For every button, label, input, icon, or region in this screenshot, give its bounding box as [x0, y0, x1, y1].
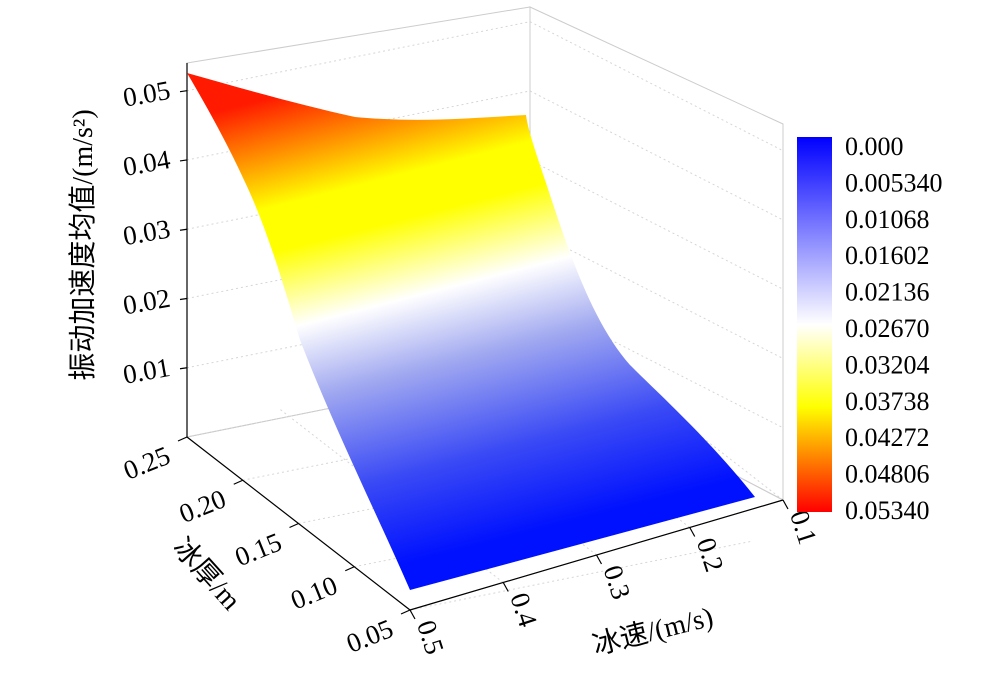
colorbar-label: 0.03204	[845, 350, 930, 379]
colorbar-ramp	[797, 137, 832, 512]
colorbar-label: 0.05340	[845, 496, 930, 525]
thickness-tick	[400, 609, 411, 615]
thickness-tick	[289, 522, 299, 529]
colorbar-label: 0.02670	[845, 314, 930, 343]
colorbar-label: 0.005340	[845, 168, 943, 197]
z-grid-left	[186, 21, 531, 92]
thickness-tick	[177, 436, 188, 442]
z-tick	[179, 228, 188, 231]
z-tick	[179, 159, 188, 162]
ice-speed-axis-title: 冰速/(m/s)	[589, 601, 716, 662]
thickness-tick	[233, 479, 243, 485]
thickness-tick-label: 0.20	[175, 483, 230, 529]
colorbar-label: 0.04806	[845, 460, 930, 489]
z-tick-label: 0.03	[121, 213, 173, 251]
z-grid-right	[529, 21, 784, 152]
thickness-tick-label: 0.25	[119, 440, 174, 486]
speed-tick	[689, 527, 696, 537]
z-grid-right	[529, 229, 784, 359]
colorbar-label: 0.03738	[845, 387, 930, 416]
colorbar-label: 0.02136	[845, 278, 930, 307]
z-grid-right	[529, 298, 784, 429]
speed-tick	[409, 609, 416, 620]
speed-tick	[595, 554, 603, 565]
z-axis-title: 振动加速度均值/(m/s²)	[67, 109, 99, 380]
colorbar-label: 0.000	[845, 132, 904, 161]
thickness-grid	[409, 540, 754, 611]
speed-tick	[782, 499, 789, 510]
colorbar-label: 0.01068	[845, 205, 930, 234]
thickness-tick-label: 0.10	[286, 570, 341, 616]
ice-thickness-axis: 0.050.100.150.200.25	[119, 436, 411, 659]
z-tick	[179, 297, 188, 301]
z-tick-label: 0.02	[121, 283, 173, 321]
z-grid-left	[186, 90, 531, 161]
surface-plot	[187, 73, 755, 590]
z-grid-right	[529, 159, 784, 290]
z-tick-label: 0.04	[121, 144, 173, 182]
speed-tick-label: 0.4	[504, 589, 543, 631]
thickness-tick	[345, 566, 355, 572]
thickness-tick-label: 0.05	[342, 613, 397, 659]
speed-tick-label: 0.1	[784, 507, 823, 548]
speed-tick-label: 0.5	[411, 617, 450, 658]
speed-tick-label: 0.3	[598, 562, 637, 603]
z-grid-right	[529, 90, 784, 221]
speed-tick-label: 0.2	[691, 534, 730, 575]
z-tick	[179, 90, 188, 93]
colorbar: 0.000 0.005340 0.01068 0.01602 0.02136 0.0267…	[797, 132, 943, 525]
z-tick-label: 0.01	[121, 352, 173, 390]
z-tick	[179, 367, 188, 370]
z-tick-label: 0.05	[121, 75, 173, 113]
colorbar-label: 0.01602	[845, 241, 930, 270]
z-axis: 0.01 0.02 0.03 0.04 0.05	[121, 75, 188, 390]
colorbar-label: 0.04272	[845, 423, 930, 452]
thickness-tick-label: 0.15	[231, 527, 286, 573]
speed-tick	[502, 582, 509, 592]
